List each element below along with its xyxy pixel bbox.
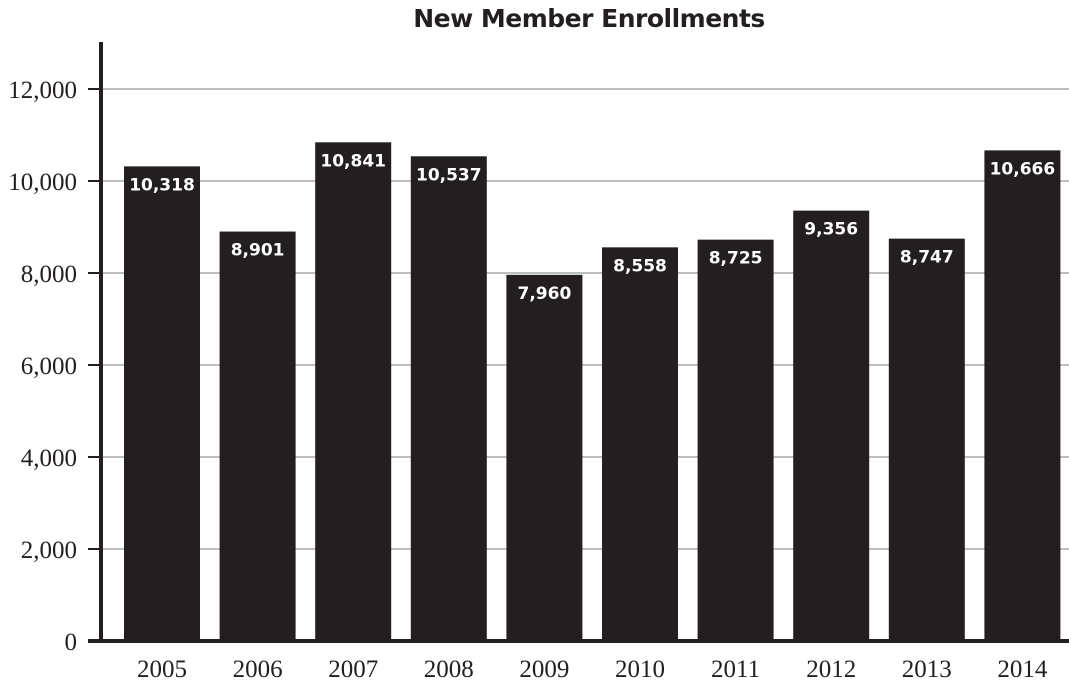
data-label: 9,356 <box>804 220 858 240</box>
bar <box>315 142 392 641</box>
x-tick-label: 2009 <box>519 656 569 683</box>
y-tick-label: 6,000 <box>21 353 77 380</box>
data-label: 10,318 <box>129 175 195 195</box>
data-label: 10,666 <box>990 159 1056 179</box>
data-label: 8,558 <box>613 256 667 276</box>
bar <box>888 238 965 641</box>
bar <box>697 239 774 641</box>
y-tick-label: 4,000 <box>21 445 77 472</box>
y-tick-label: 0 <box>65 629 78 656</box>
y-tick-label: 8,000 <box>21 261 77 288</box>
bar <box>219 231 296 641</box>
y-tick-label: 2,000 <box>21 537 77 564</box>
y-tick-label: 10,000 <box>8 169 77 196</box>
axes <box>88 42 1069 643</box>
x-tick-label: 2012 <box>806 656 856 683</box>
y-tick-labels: 0 2,000 4,000 6,000 8,000 10,000 12,000 <box>8 77 77 656</box>
data-labels: 10,318 8,901 10,841 10,537 7,960 8,558 8,725 9,… <box>129 151 1055 304</box>
x-tick-label: 2006 <box>233 656 283 683</box>
x-tick-label: 2008 <box>424 656 474 683</box>
x-tick-label: 2013 <box>902 656 952 683</box>
bars <box>124 142 1061 641</box>
bar <box>506 274 583 641</box>
bar <box>410 156 487 641</box>
chart-title: New Member Enrollments <box>413 4 765 33</box>
y-tick-label: 12,000 <box>8 77 77 104</box>
x-tick-label: 2014 <box>997 656 1048 683</box>
data-label: 7,960 <box>518 284 572 304</box>
data-label: 8,725 <box>709 249 763 269</box>
x-tick-label: 2010 <box>615 656 665 683</box>
data-label: 8,901 <box>231 241 285 261</box>
x-tick-label: 2011 <box>711 656 760 683</box>
x-tick-label: 2007 <box>328 656 378 683</box>
x-tick-label: 2005 <box>137 656 187 683</box>
bar <box>124 166 200 641</box>
bar <box>984 150 1061 641</box>
x-tick-labels: 2005 2006 2007 2008 2009 2010 2011 2012 2013 2014 <box>137 656 1048 683</box>
bar <box>602 247 678 641</box>
data-label: 10,537 <box>416 165 482 185</box>
data-label: 10,841 <box>320 151 386 171</box>
bar <box>793 210 870 641</box>
data-label: 8,747 <box>900 248 954 268</box>
